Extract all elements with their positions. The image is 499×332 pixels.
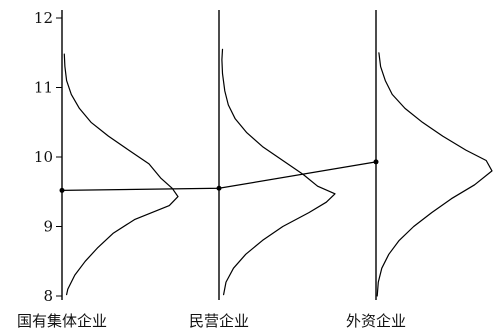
y-tick-label-11: 11	[34, 79, 53, 97]
category-label-3: 外资企业	[346, 312, 406, 330]
trend-point-1	[59, 187, 65, 193]
density-curve-1	[63, 53, 179, 296]
y-tick-label-10: 10	[34, 148, 53, 166]
category-label-1: 国有集体企业	[17, 312, 107, 330]
y-tick-label-12: 12	[34, 9, 53, 27]
trend-point-2	[216, 185, 222, 191]
y-tick-label-9: 9	[43, 218, 53, 236]
trend-point-3	[373, 159, 379, 165]
density-curve-3	[376, 52, 493, 297]
density-curve-2	[221, 48, 336, 296]
y-tick-label-8: 8	[43, 287, 53, 305]
category-label-2: 民营企业	[189, 312, 249, 330]
